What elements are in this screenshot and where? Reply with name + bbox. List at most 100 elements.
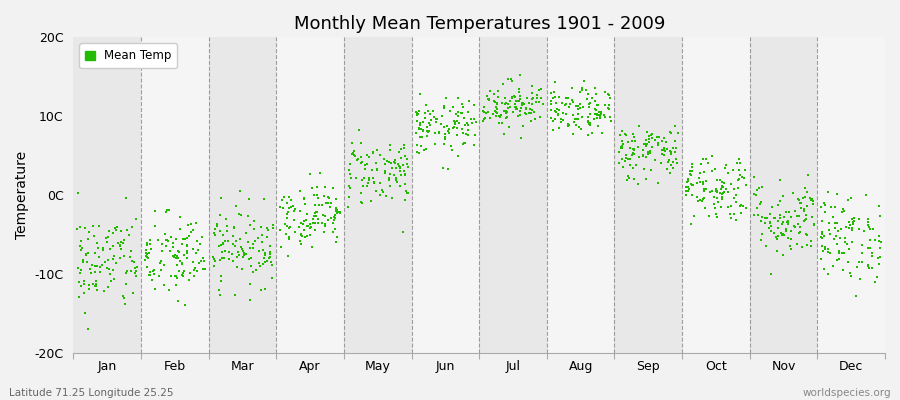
Point [832, 249, 846, 256]
Point [212, 242, 226, 249]
Point [213, 257, 228, 264]
Point [778, 226, 793, 232]
Point [832, 256, 846, 262]
Point [328, 196, 343, 202]
Point [561, 95, 575, 101]
Point [168, 255, 183, 262]
Point [863, 245, 878, 252]
Point [680, 178, 695, 184]
Point [687, 213, 701, 220]
Point [526, 100, 540, 107]
Point [668, 137, 682, 144]
Point [490, 106, 504, 112]
Point [263, 254, 277, 260]
Point [482, 109, 496, 115]
Point [400, 155, 415, 162]
Point [170, 253, 184, 260]
Point [508, 104, 523, 110]
Point [585, 95, 599, 101]
Point [430, 116, 445, 122]
Point [583, 100, 598, 106]
Point [614, 144, 628, 150]
Point [227, 224, 241, 231]
Point [640, 141, 654, 147]
Point [715, 193, 729, 200]
Point [159, 208, 174, 215]
Point [193, 241, 207, 248]
Point [306, 220, 320, 226]
Point [498, 101, 512, 107]
Point [754, 237, 769, 244]
Point [636, 153, 651, 159]
Bar [547, 37, 615, 352]
Point [784, 228, 798, 234]
Point [791, 221, 806, 227]
Point [588, 106, 602, 112]
Point [660, 146, 674, 152]
Point [364, 198, 378, 204]
Point [663, 148, 678, 154]
Point [128, 270, 142, 276]
Point [759, 243, 773, 250]
Point [763, 228, 778, 234]
Point [583, 122, 598, 129]
Point [81, 250, 95, 256]
Point [328, 206, 343, 212]
Point [106, 242, 121, 249]
Point [88, 281, 103, 287]
Point [544, 90, 558, 96]
Point [418, 110, 432, 116]
Point [550, 106, 564, 112]
Point [512, 93, 526, 99]
Point [437, 141, 452, 147]
Point [378, 168, 392, 174]
Point [715, 186, 729, 192]
Point [417, 147, 431, 153]
Point [354, 198, 368, 205]
Point [255, 239, 269, 245]
Point [351, 156, 365, 162]
Point [718, 164, 733, 171]
Point [139, 247, 153, 254]
Point [796, 208, 811, 214]
Point [788, 223, 802, 230]
Point [679, 192, 693, 198]
Point [837, 250, 851, 256]
Point [836, 206, 850, 212]
Point [567, 119, 581, 126]
Point [822, 220, 836, 226]
Point [169, 274, 184, 281]
Point [410, 148, 424, 155]
Point [638, 154, 652, 160]
Point [106, 230, 121, 236]
Point [97, 259, 112, 266]
Point [801, 172, 815, 179]
Point [95, 245, 110, 252]
Point [451, 95, 465, 102]
Point [310, 192, 325, 198]
Point [213, 278, 228, 284]
Point [374, 152, 388, 158]
Point [247, 217, 261, 224]
Point [530, 92, 544, 98]
Point [662, 156, 676, 163]
Point [710, 176, 724, 183]
Point [669, 156, 683, 162]
Point [261, 227, 275, 234]
Point [513, 72, 527, 78]
Point [708, 166, 723, 172]
Point [601, 104, 616, 111]
Point [454, 101, 469, 107]
Point [476, 108, 491, 114]
Point [790, 213, 805, 219]
Point [490, 100, 504, 107]
Point [592, 115, 607, 121]
Point [873, 213, 887, 219]
Point [691, 174, 706, 181]
Point [842, 246, 857, 252]
Point [644, 132, 658, 138]
Point [409, 130, 423, 136]
Point [180, 250, 194, 256]
Point [693, 179, 707, 185]
Point [559, 101, 573, 107]
